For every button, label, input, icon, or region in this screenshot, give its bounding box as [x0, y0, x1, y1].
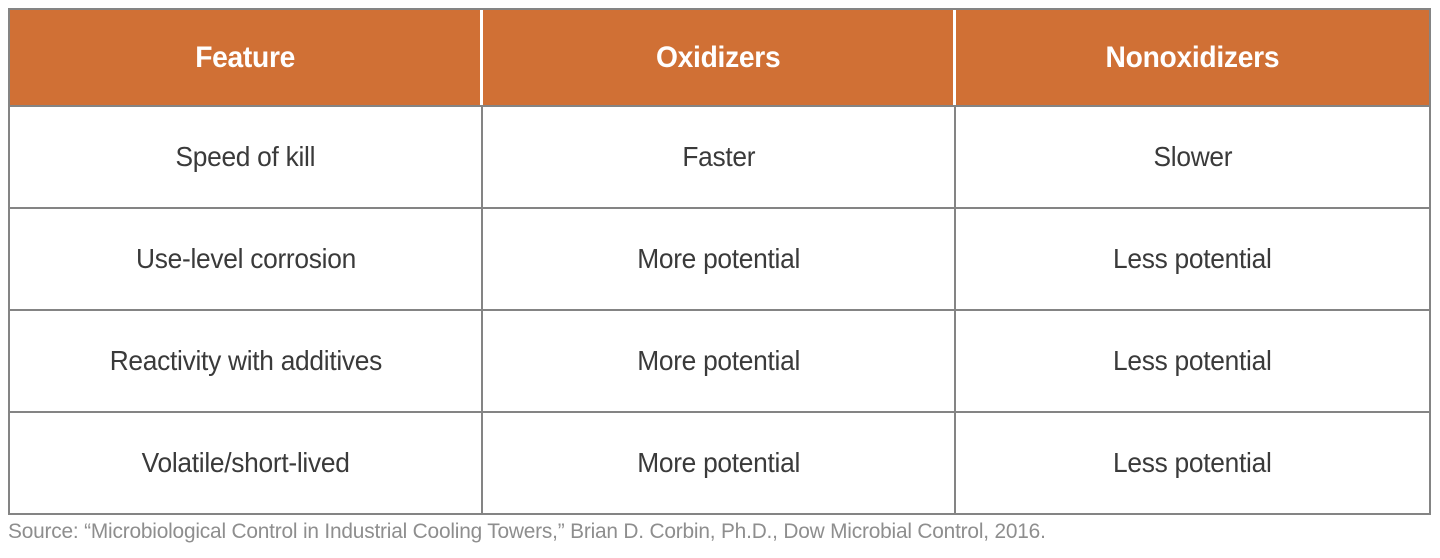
cell-text: More potential	[637, 447, 800, 478]
cell-text: Less potential	[1113, 447, 1272, 478]
table-header-row: Feature Oxidizers Nonoxidizers	[10, 10, 1429, 105]
table-cell-oxidizers: Faster	[483, 107, 956, 207]
table-cell-oxidizers: More potential	[483, 413, 956, 513]
cell-text: More potential	[637, 345, 800, 376]
header-label-nonoxidizers: Nonoxidizers	[1105, 40, 1280, 74]
header-label-oxidizers: Oxidizers	[655, 40, 781, 74]
table-cell-nonoxidizers: Less potential	[956, 209, 1429, 309]
table-cell-feature: Use-level corrosion	[10, 209, 483, 309]
cell-text: Slower	[1153, 141, 1232, 172]
source-citation: Source: “Microbiological Control in Indu…	[8, 519, 1046, 543]
cell-text: Speed of kill	[175, 141, 316, 172]
header-label-feature: Feature	[195, 40, 295, 74]
table-cell-nonoxidizers: Slower	[956, 107, 1429, 207]
cell-text: Use-level corrosion	[135, 243, 356, 274]
table-cell-feature: Volatile/short-lived	[10, 413, 483, 513]
table-cell-feature: Reactivity with additives	[10, 311, 483, 411]
table-row: Use-level corrosion More potential Less …	[10, 207, 1429, 309]
cell-text: Less potential	[1113, 345, 1272, 376]
table-row: Volatile/short-lived More potential Less…	[10, 411, 1429, 513]
cell-text: Faster	[682, 141, 755, 172]
cell-text: Less potential	[1113, 243, 1272, 274]
header-cell-feature: Feature	[10, 10, 483, 105]
cell-text: Reactivity with additives	[109, 345, 382, 376]
table-cell-oxidizers: More potential	[483, 311, 956, 411]
table-cell-nonoxidizers: Less potential	[956, 311, 1429, 411]
header-cell-nonoxidizers: Nonoxidizers	[956, 10, 1429, 105]
table-cell-feature: Speed of kill	[10, 107, 483, 207]
cell-text: Volatile/short-lived	[141, 447, 350, 478]
table-row: Reactivity with additives More potential…	[10, 309, 1429, 411]
comparison-table: Feature Oxidizers Nonoxidizers Speed of …	[8, 8, 1431, 515]
table-row: Speed of kill Faster Slower	[10, 105, 1429, 207]
header-cell-oxidizers: Oxidizers	[483, 10, 956, 105]
table-cell-nonoxidizers: Less potential	[956, 413, 1429, 513]
cell-text: More potential	[637, 243, 800, 274]
table-cell-oxidizers: More potential	[483, 209, 956, 309]
